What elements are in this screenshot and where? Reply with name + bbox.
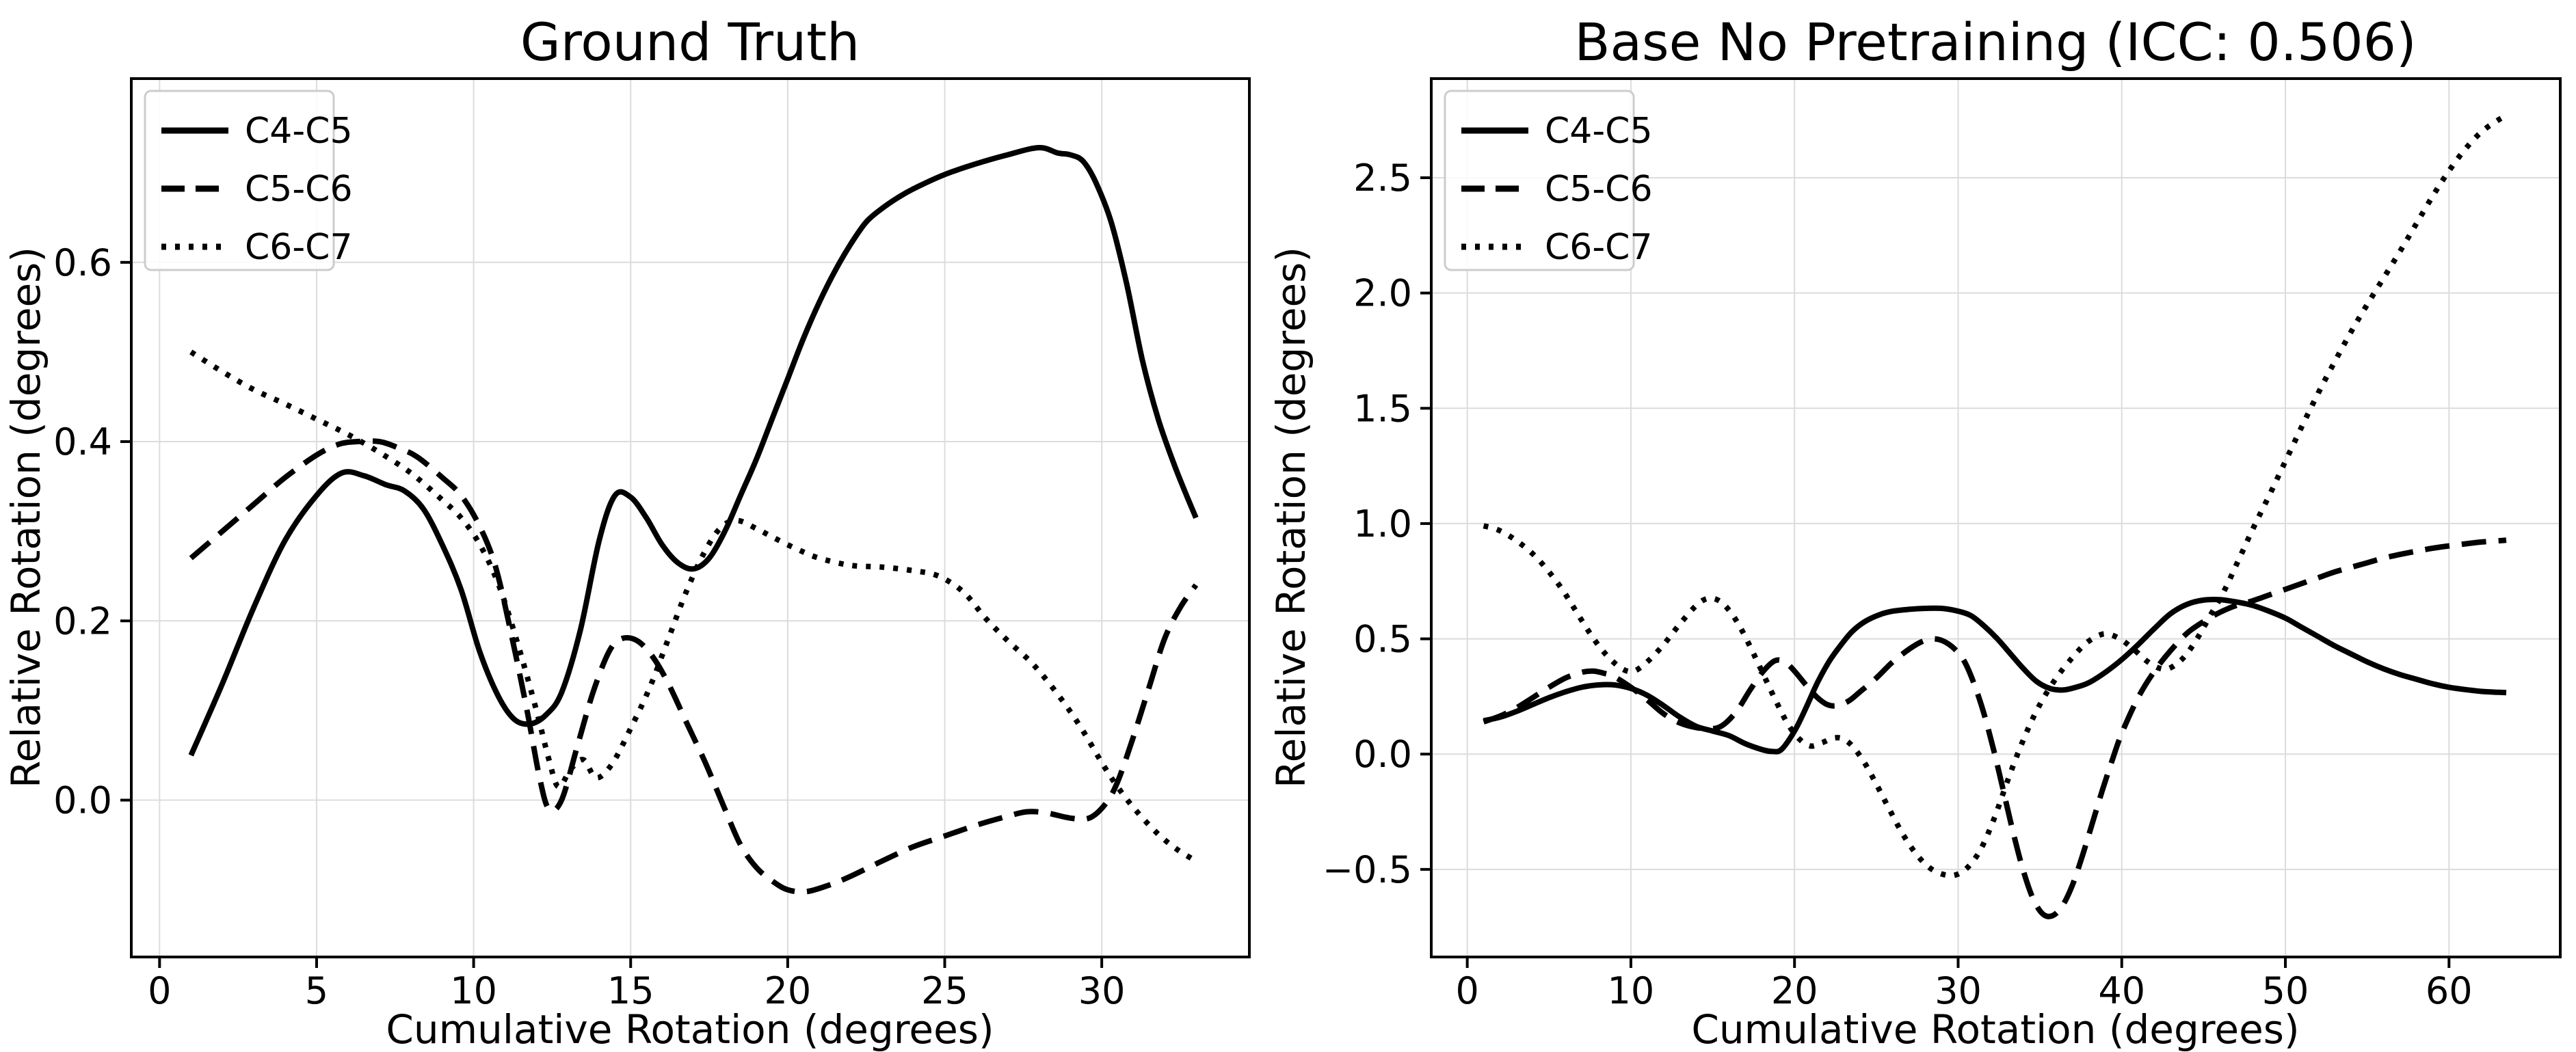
legend-box	[144, 90, 335, 271]
x-tick-label: 60	[2426, 969, 2473, 1012]
series-line-c4-c5	[1483, 596, 2507, 755]
x-tick-label: 10	[450, 969, 497, 1012]
x-axis-label: Cumulative Rotation (degrees)	[386, 1006, 994, 1052]
y-tick-label: 0.0	[53, 779, 112, 822]
y-tick-label: −0.5	[1323, 848, 1412, 891]
panel-title: Base No Pretraining (ICC: 0.506)	[1574, 12, 2416, 72]
y-axis-label: Relative Rotation (degrees)	[3, 247, 49, 788]
legend-label: C5-C6	[245, 169, 353, 210]
x-tick-label: 40	[2098, 969, 2145, 1012]
plot-frame	[1430, 77, 2562, 958]
series-line-c6-c7	[189, 349, 1197, 864]
series-line-c4-c5	[188, 145, 1199, 757]
y-tick-label: 2.5	[1353, 157, 1412, 200]
legend-label: C6-C7	[245, 227, 353, 268]
panel-title: Ground Truth	[520, 12, 860, 72]
legend-label: C4-C5	[1545, 111, 1653, 152]
x-tick-label: 50	[2262, 969, 2309, 1012]
axis-ticks: 0 5 10 15 20 25 30 0.0 0.2 0.4 0.6	[53, 241, 1125, 1012]
series-line-c5-c6	[189, 438, 1199, 895]
legend-label: C6-C7	[1545, 227, 1653, 268]
x-tick-label: 15	[607, 969, 654, 1012]
x-tick-label: 10	[1608, 969, 1655, 1012]
panel-ground-truth: 0 5 10 15 20 25 30 0.0 0.2 0.4 0.6 C4-C5 C5-C6 C6-C7…	[3, 12, 1251, 1052]
series-line-c5-c6	[1483, 537, 2507, 919]
y-tick-label: 0.0	[1353, 733, 1412, 776]
panel-base-no-pretraining: 0 10 20 30 40 50 60 −0.5 0.0 0.5 1.0 1.5 2.0 2.5 C4-C…	[1268, 12, 2562, 1052]
x-tick-label: 5	[305, 969, 328, 1012]
x-tick-label: 25	[921, 969, 968, 1012]
plot-frame	[130, 77, 1251, 958]
y-tick-label: 2.0	[1353, 272, 1412, 315]
y-tick-label: 1.0	[1353, 502, 1412, 545]
legend-box	[1444, 90, 1635, 271]
x-tick-label: 0	[1455, 969, 1478, 1012]
y-tick-label: 0.4	[53, 420, 112, 463]
legend-label: C4-C5	[245, 111, 353, 152]
legend: C4-C5 C5-C6 C6-C7	[1444, 90, 1653, 271]
y-tick-label: 1.5	[1353, 387, 1412, 430]
y-tick-label: 0.2	[53, 599, 112, 643]
series-lines	[1483, 113, 2508, 919]
x-tick-label: 20	[765, 969, 812, 1012]
y-axis-label: Relative Rotation (degrees)	[1268, 247, 1314, 788]
plot-border	[1430, 77, 2562, 958]
y-tick-label: 0.6	[53, 241, 112, 284]
legend-label: C5-C6	[1545, 169, 1653, 210]
x-tick-label: 30	[1078, 969, 1126, 1012]
legend: C4-C5 C5-C6 C6-C7	[144, 90, 353, 271]
x-tick-label: 30	[1935, 969, 1982, 1012]
x-tick-label: 0	[148, 969, 171, 1012]
x-tick-label: 20	[1771, 969, 1818, 1012]
y-tick-label: 0.5	[1353, 618, 1412, 661]
series-lines	[188, 145, 1199, 895]
x-axis-label: Cumulative Rotation (degrees)	[1691, 1006, 2299, 1052]
axis-ticks: 0 10 20 30 40 50 60 −0.5 0.0 0.5 1.0 1.5 2.0 2.5	[1323, 157, 2473, 1012]
plot-border	[130, 77, 1251, 958]
